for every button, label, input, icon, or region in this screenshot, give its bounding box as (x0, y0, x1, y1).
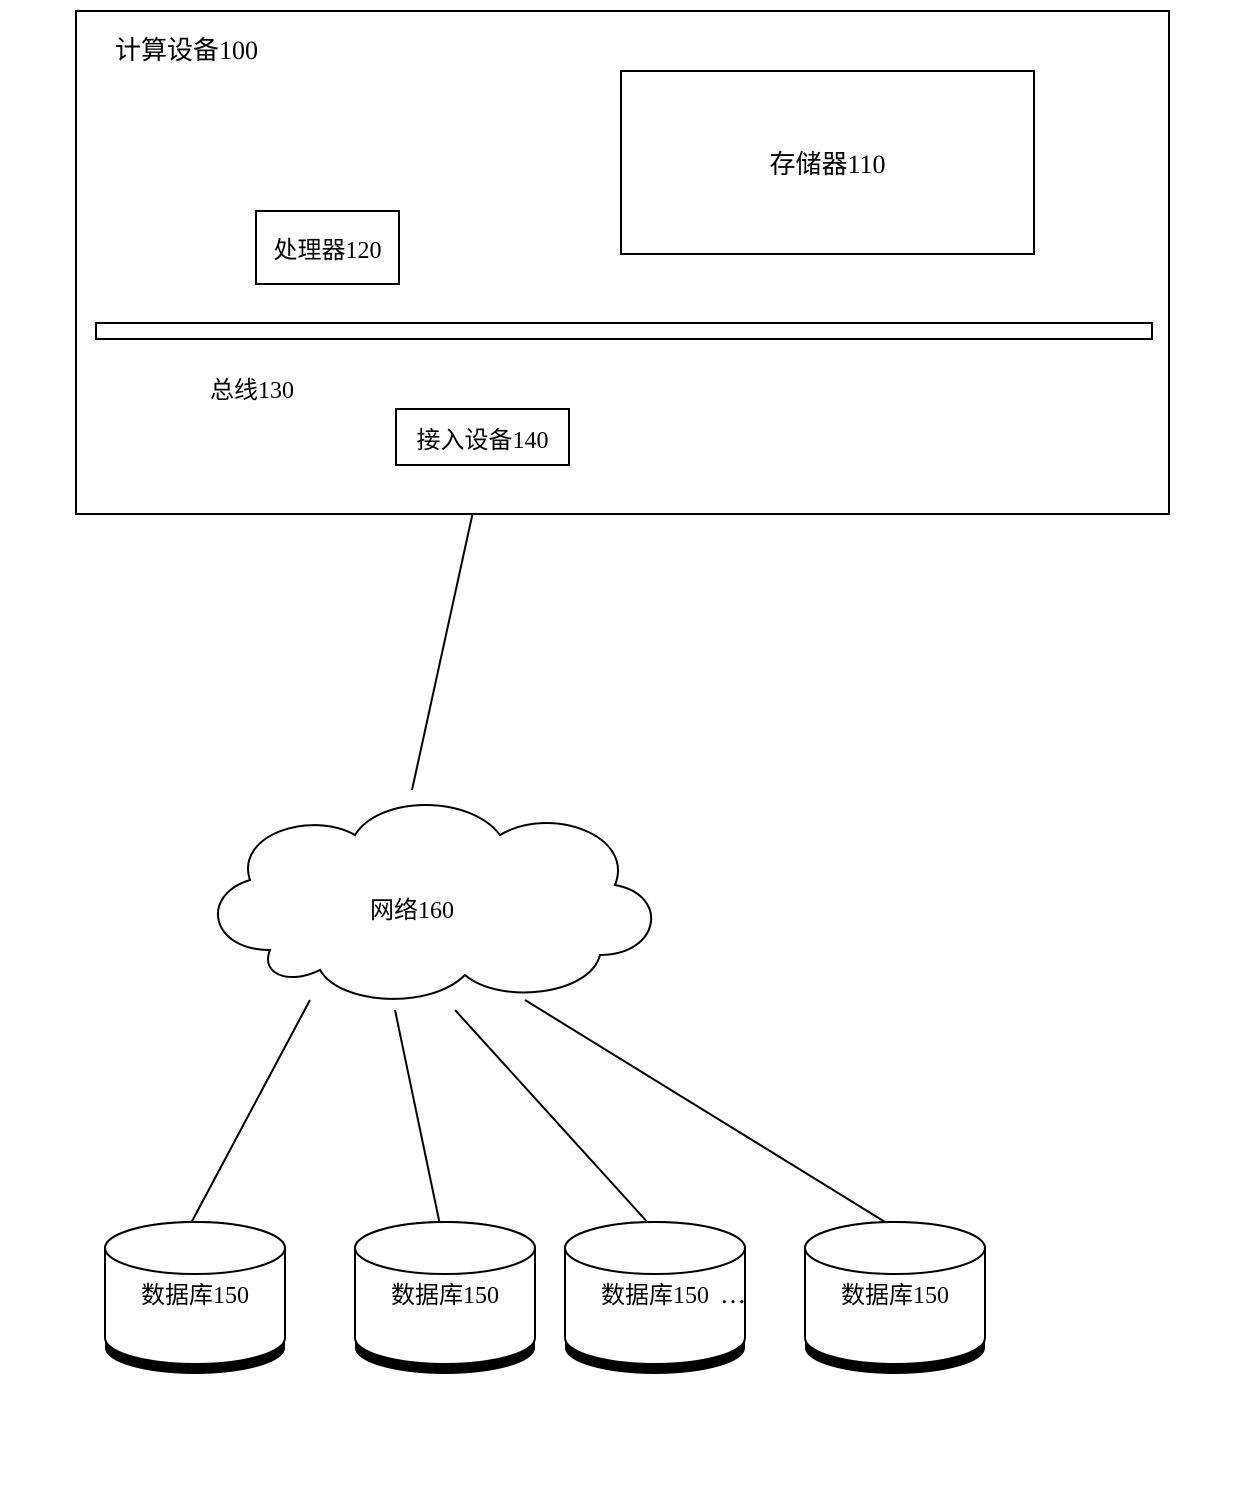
database-label-2: 数据库150 (350, 1275, 540, 1310)
database-label-1: 数据库150 (100, 1275, 290, 1310)
diagram-canvas: 计算设备100 存储器110 处理器120 总线130 接入设备140 网络16… (0, 0, 1240, 1497)
memory-label: 存储器110 (769, 144, 885, 181)
bus-label: 总线130 (210, 370, 294, 405)
access-device-box: 接入设备140 (395, 408, 570, 466)
ellipsis-text: … (720, 1280, 746, 1310)
computing-device-label: 计算设备100 (115, 30, 258, 67)
database-cylinder-4: 数据库150 (800, 1220, 990, 1375)
processor-box: 处理器120 (255, 210, 400, 285)
database-cylinder-2: 数据库150 (350, 1220, 540, 1375)
memory-box: 存储器110 (620, 70, 1035, 255)
network-label: 网络160 (370, 890, 454, 925)
access-device-label: 接入设备140 (417, 420, 549, 455)
bus-bar (95, 322, 1153, 340)
database-cylinder-1: 数据库150 (100, 1220, 290, 1375)
database-label-4: 数据库150 (800, 1275, 990, 1310)
processor-label: 处理器120 (274, 230, 382, 265)
